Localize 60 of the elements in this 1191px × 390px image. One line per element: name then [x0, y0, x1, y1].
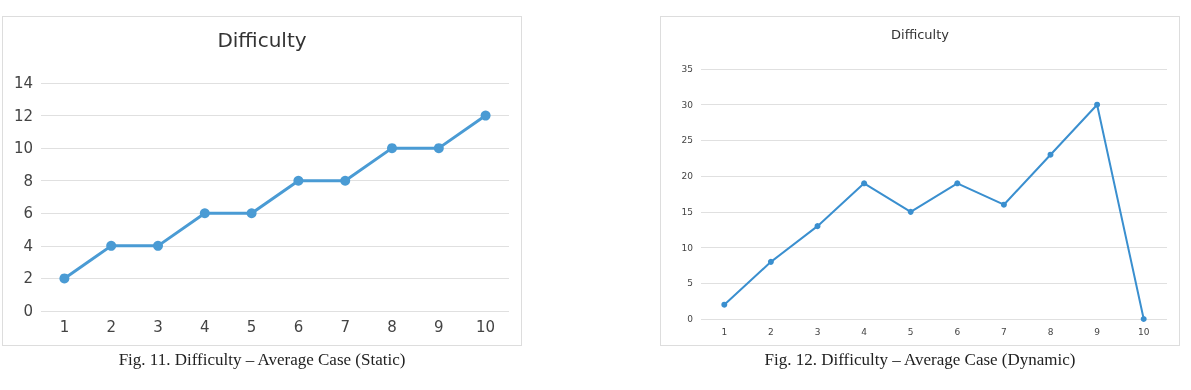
x-tick-label: 6 — [293, 317, 304, 336]
x-tick-label: 9 — [1094, 326, 1101, 337]
x-tick-label: 3 — [814, 326, 821, 337]
point — [767, 258, 774, 265]
chart-title: Difficulty — [891, 27, 950, 42]
point — [293, 175, 304, 186]
x-tick-label: 6 — [954, 326, 961, 337]
y-tick-label: 6 — [23, 204, 33, 223]
y-tick-label: 15 — [681, 206, 693, 217]
point — [387, 143, 397, 154]
y-tick-label: 30 — [681, 99, 694, 110]
y-tick-label: 14 — [13, 74, 33, 92]
x-tick-label: 8 — [1047, 326, 1054, 337]
y-tick-label: 35 — [681, 64, 693, 74]
point — [433, 143, 444, 154]
x-tick-label: 7 — [340, 317, 350, 336]
x-tick-label: 10 — [1137, 326, 1150, 337]
point — [246, 208, 257, 219]
point — [814, 223, 821, 230]
y-tick-label: 0 — [687, 314, 694, 324]
y-tick-label: 12 — [13, 106, 33, 125]
x-tick-label: 2 — [106, 317, 116, 336]
point — [1094, 101, 1101, 108]
y-tick-label: 0 — [23, 302, 33, 320]
x-tick-label: 1 — [59, 317, 70, 336]
point — [954, 180, 961, 187]
x-tick-label: 2 — [768, 326, 774, 337]
point — [1000, 201, 1007, 208]
point — [340, 175, 351, 186]
point — [721, 301, 728, 308]
x-tick-label: 10 — [476, 317, 496, 336]
x-tick-label: 7 — [1001, 326, 1007, 337]
y-tick-label: 5 — [687, 278, 693, 289]
x-tick-label: 5 — [246, 317, 257, 336]
y-tick-label: 10 — [681, 242, 694, 253]
point — [480, 110, 491, 121]
x-tick-label: 5 — [907, 326, 914, 337]
point — [59, 273, 70, 284]
y-tick-label: 20 — [681, 171, 694, 182]
x-tick-label: 4 — [861, 326, 868, 337]
x-tick-label: 9 — [434, 317, 444, 336]
point — [1140, 316, 1147, 322]
x-tick-label: 1 — [721, 326, 728, 337]
x-tick-label: 3 — [153, 317, 163, 336]
caption: Fig. 11. Difficulty – Average Case (Static) — [117, 350, 407, 370]
point — [199, 208, 210, 219]
y-tick-label: 2 — [23, 269, 33, 288]
point — [106, 240, 117, 251]
x-tick-label: 8 — [387, 317, 397, 336]
chart-title: Difficulty — [217, 28, 307, 52]
caption: Fig. 12. Difficulty – Average Case (Dynamic) — [763, 350, 1077, 370]
y-tick-label: 25 — [681, 135, 693, 146]
x-tick-label: 4 — [200, 317, 210, 336]
point — [861, 180, 868, 187]
y-tick-label: 10 — [13, 139, 33, 158]
point — [153, 240, 163, 251]
point — [907, 208, 914, 215]
point — [1047, 151, 1054, 158]
y-tick-label: 8 — [23, 171, 33, 190]
y-tick-label: 4 — [23, 236, 33, 255]
